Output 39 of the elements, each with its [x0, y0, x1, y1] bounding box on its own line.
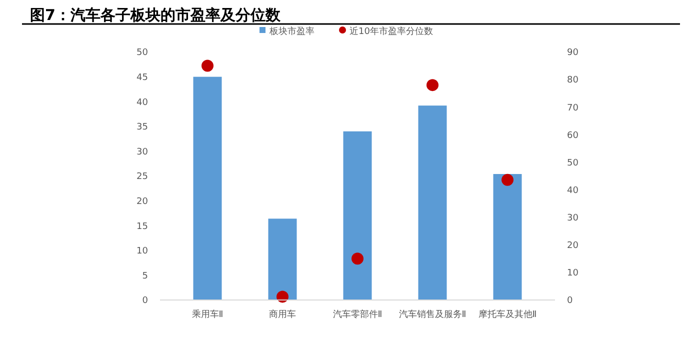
chart-title: 图7：汽车各子板块的市盈率及分位数	[30, 6, 282, 24]
point	[352, 252, 364, 265]
x-tick-label: 摩托车及其他Ⅱ	[478, 309, 537, 320]
point	[502, 174, 514, 186]
y2-tick-label: 80	[567, 76, 579, 86]
y-tick-label: 15	[136, 222, 148, 232]
point	[426, 79, 438, 92]
y2-tick-label: 30	[567, 213, 579, 224]
bar	[343, 131, 372, 300]
x-tick-label: 乘用车Ⅱ	[192, 309, 224, 320]
y-tick-label: 20	[136, 196, 148, 207]
bar	[268, 218, 297, 300]
y-tick-label: 45	[136, 72, 148, 83]
y2-tick-label: 50	[567, 158, 579, 168]
y-tick-label: 10	[136, 246, 148, 257]
y-tick-label: 30	[136, 147, 148, 158]
legend-label: 近10年市盈率分位数	[350, 26, 433, 37]
y-tick-label: 40	[136, 98, 148, 108]
point	[202, 60, 214, 72]
x-tick-label: 商用车	[269, 309, 296, 320]
bar	[193, 76, 222, 300]
y2-tick-label: 10	[567, 268, 579, 279]
x-tick-label: 汽车零部件Ⅱ	[332, 309, 382, 320]
y2-tick-label: 60	[567, 130, 579, 141]
y-tick-label: 35	[136, 122, 148, 133]
y2-tick-label: 40	[567, 186, 579, 196]
y2-tick-label: 70	[567, 103, 579, 114]
legend-label: 板块市盈率	[268, 26, 314, 37]
y-tick-label: 50	[136, 48, 148, 58]
y-tick-label: 5	[142, 271, 148, 282]
bar	[418, 106, 447, 300]
y2-tick-label: 20	[567, 241, 579, 252]
y2-tick-label: 0	[567, 296, 573, 306]
y2-tick-label: 90	[567, 48, 579, 58]
y-tick-label: 25	[136, 172, 148, 182]
y-tick-label: 0	[142, 296, 148, 306]
x-tick-label: 汽车销售及服务Ⅱ	[398, 309, 466, 320]
point	[276, 290, 288, 303]
bar	[493, 174, 522, 300]
